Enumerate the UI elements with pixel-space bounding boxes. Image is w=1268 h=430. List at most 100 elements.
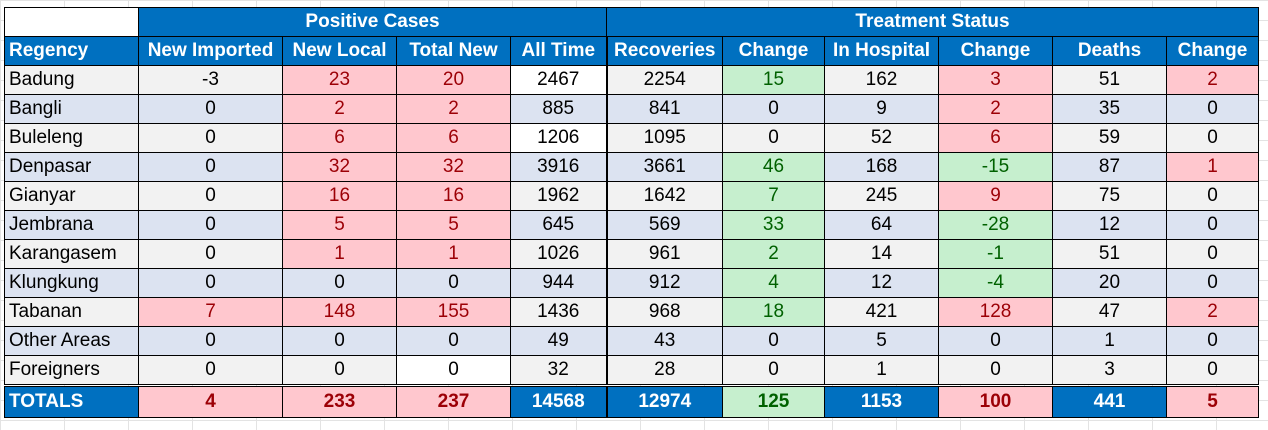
cell-in-hospital-change[interactable]: 2 <box>938 94 1053 124</box>
cell-new-imported[interactable]: -3 <box>138 65 283 95</box>
cell-all-time[interactable]: 1962 <box>510 181 607 211</box>
total-new-local[interactable]: 233 <box>282 384 397 418</box>
cell-new-local[interactable]: 32 <box>282 152 397 182</box>
cell-in-hospital-change[interactable]: -15 <box>938 152 1053 182</box>
cell-in-hospital[interactable]: 64 <box>824 210 939 240</box>
cell-new-imported[interactable]: 0 <box>138 181 283 211</box>
cell-recoveries-change[interactable]: 18 <box>722 297 825 327</box>
cell-in-hospital-change[interactable]: -4 <box>938 268 1053 298</box>
cell-new-imported[interactable]: 0 <box>138 239 283 269</box>
cell-deaths-change[interactable]: 0 <box>1166 268 1259 298</box>
cell-deaths[interactable]: 87 <box>1052 152 1167 182</box>
cell-all-time[interactable]: 3916 <box>510 152 607 182</box>
cell-deaths[interactable]: 75 <box>1052 181 1167 211</box>
regency-name-cell[interactable]: Buleleng <box>4 123 139 153</box>
cell-deaths-change[interactable]: 0 <box>1166 123 1259 153</box>
cell-recoveries[interactable]: 961 <box>605 239 723 269</box>
cell-recoveries[interactable]: 3661 <box>605 152 723 182</box>
cell-new-local[interactable]: 0 <box>282 355 397 386</box>
cell-total-new[interactable]: 155 <box>396 297 511 327</box>
cell-recoveries-change[interactable]: 33 <box>722 210 825 240</box>
regency-name-cell[interactable]: Gianyar <box>4 181 139 211</box>
column-header-in-hospital[interactable]: In Hospital <box>824 36 939 66</box>
cell-recoveries-change[interactable]: 0 <box>722 326 825 356</box>
cell-in-hospital-change[interactable]: -1 <box>938 239 1053 269</box>
cell-new-imported[interactable]: 0 <box>138 326 283 356</box>
regency-name-cell[interactable]: Jembrana <box>4 210 139 240</box>
total-new-imported[interactable]: 4 <box>138 384 283 418</box>
cell-total-new[interactable]: 32 <box>396 152 511 182</box>
cell-in-hospital[interactable]: 5 <box>824 326 939 356</box>
cell-deaths-change[interactable]: 0 <box>1166 210 1259 240</box>
cell-deaths-change[interactable]: 2 <box>1166 297 1259 327</box>
column-header-deaths-change[interactable]: Change <box>1166 36 1259 66</box>
column-header-in-hospital-change[interactable]: Change <box>938 36 1053 66</box>
cell-all-time[interactable]: 944 <box>510 268 607 298</box>
cell-in-hospital[interactable]: 14 <box>824 239 939 269</box>
column-header-deaths[interactable]: Deaths <box>1052 36 1167 66</box>
cell-all-time[interactable]: 1206 <box>510 123 607 153</box>
header-blank-cell[interactable] <box>4 7 139 37</box>
total-in-hospital-change[interactable]: 100 <box>938 384 1053 418</box>
total-recoveries[interactable]: 12974 <box>605 384 723 418</box>
column-header-new-imported[interactable]: New Imported <box>138 36 283 66</box>
cell-in-hospital[interactable]: 12 <box>824 268 939 298</box>
group-header-treatment-status[interactable]: Treatment Status <box>606 7 1259 37</box>
cell-in-hospital-change[interactable]: 128 <box>938 297 1053 327</box>
cell-recoveries-change[interactable]: 0 <box>722 94 825 124</box>
regency-name-cell[interactable]: Klungkung <box>4 268 139 298</box>
cell-recoveries-change[interactable]: 46 <box>722 152 825 182</box>
cell-deaths-change[interactable]: 0 <box>1166 181 1259 211</box>
cell-new-imported[interactable]: 0 <box>138 355 283 386</box>
cell-all-time[interactable]: 32 <box>510 355 607 386</box>
cell-deaths-change[interactable]: 0 <box>1166 326 1259 356</box>
total-all-time[interactable]: 14568 <box>510 384 607 418</box>
column-header-new-local[interactable]: New Local <box>282 36 397 66</box>
cell-in-hospital-change[interactable]: 6 <box>938 123 1053 153</box>
cell-in-hospital-change[interactable]: 0 <box>938 355 1053 386</box>
column-header-recoveries-change[interactable]: Change <box>722 36 825 66</box>
cell-recoveries-change[interactable]: 2 <box>722 239 825 269</box>
cell-deaths-change[interactable]: 0 <box>1166 239 1259 269</box>
regency-name-cell[interactable]: Tabanan <box>4 297 139 327</box>
total-total-new[interactable]: 237 <box>396 384 511 418</box>
cell-total-new[interactable]: 16 <box>396 181 511 211</box>
cell-new-imported[interactable]: 0 <box>138 152 283 182</box>
cell-recoveries-change[interactable]: 7 <box>722 181 825 211</box>
cell-all-time[interactable]: 645 <box>510 210 607 240</box>
cell-deaths[interactable]: 1 <box>1052 326 1167 356</box>
cell-in-hospital[interactable]: 9 <box>824 94 939 124</box>
cell-deaths[interactable]: 35 <box>1052 94 1167 124</box>
cell-deaths[interactable]: 3 <box>1052 355 1167 386</box>
cell-total-new[interactable]: 20 <box>396 65 511 95</box>
cell-new-local[interactable]: 23 <box>282 65 397 95</box>
cell-in-hospital[interactable]: 52 <box>824 123 939 153</box>
cell-recoveries-change[interactable]: 4 <box>722 268 825 298</box>
cell-recoveries[interactable]: 1095 <box>605 123 723 153</box>
cell-new-imported[interactable]: 7 <box>138 297 283 327</box>
cell-deaths[interactable]: 51 <box>1052 239 1167 269</box>
cell-recoveries[interactable]: 1642 <box>605 181 723 211</box>
regency-name-cell[interactable]: Denpasar <box>4 152 139 182</box>
cell-recoveries-change[interactable]: 0 <box>722 123 825 153</box>
cell-in-hospital[interactable]: 168 <box>824 152 939 182</box>
column-header-total-new[interactable]: Total New <box>396 36 511 66</box>
cell-recoveries[interactable]: 968 <box>605 297 723 327</box>
cell-in-hospital-change[interactable]: 0 <box>938 326 1053 356</box>
column-header-recoveries[interactable]: Recoveries <box>605 36 723 66</box>
column-header-regency[interactable]: Regency <box>4 36 139 66</box>
cell-total-new[interactable]: 5 <box>396 210 511 240</box>
cell-new-imported[interactable]: 0 <box>138 94 283 124</box>
cell-new-local[interactable]: 16 <box>282 181 397 211</box>
cell-total-new[interactable]: 0 <box>396 355 511 386</box>
cell-recoveries[interactable]: 43 <box>605 326 723 356</box>
cell-deaths-change[interactable]: 1 <box>1166 152 1259 182</box>
cell-new-local[interactable]: 0 <box>282 268 397 298</box>
cell-in-hospital-change[interactable]: 9 <box>938 181 1053 211</box>
cell-all-time[interactable]: 1026 <box>510 239 607 269</box>
regency-name-cell[interactable]: Badung <box>4 65 139 95</box>
cell-total-new[interactable]: 2 <box>396 94 511 124</box>
cell-deaths[interactable]: 20 <box>1052 268 1167 298</box>
cell-recoveries[interactable]: 2254 <box>605 65 723 95</box>
cell-total-new[interactable]: 1 <box>396 239 511 269</box>
